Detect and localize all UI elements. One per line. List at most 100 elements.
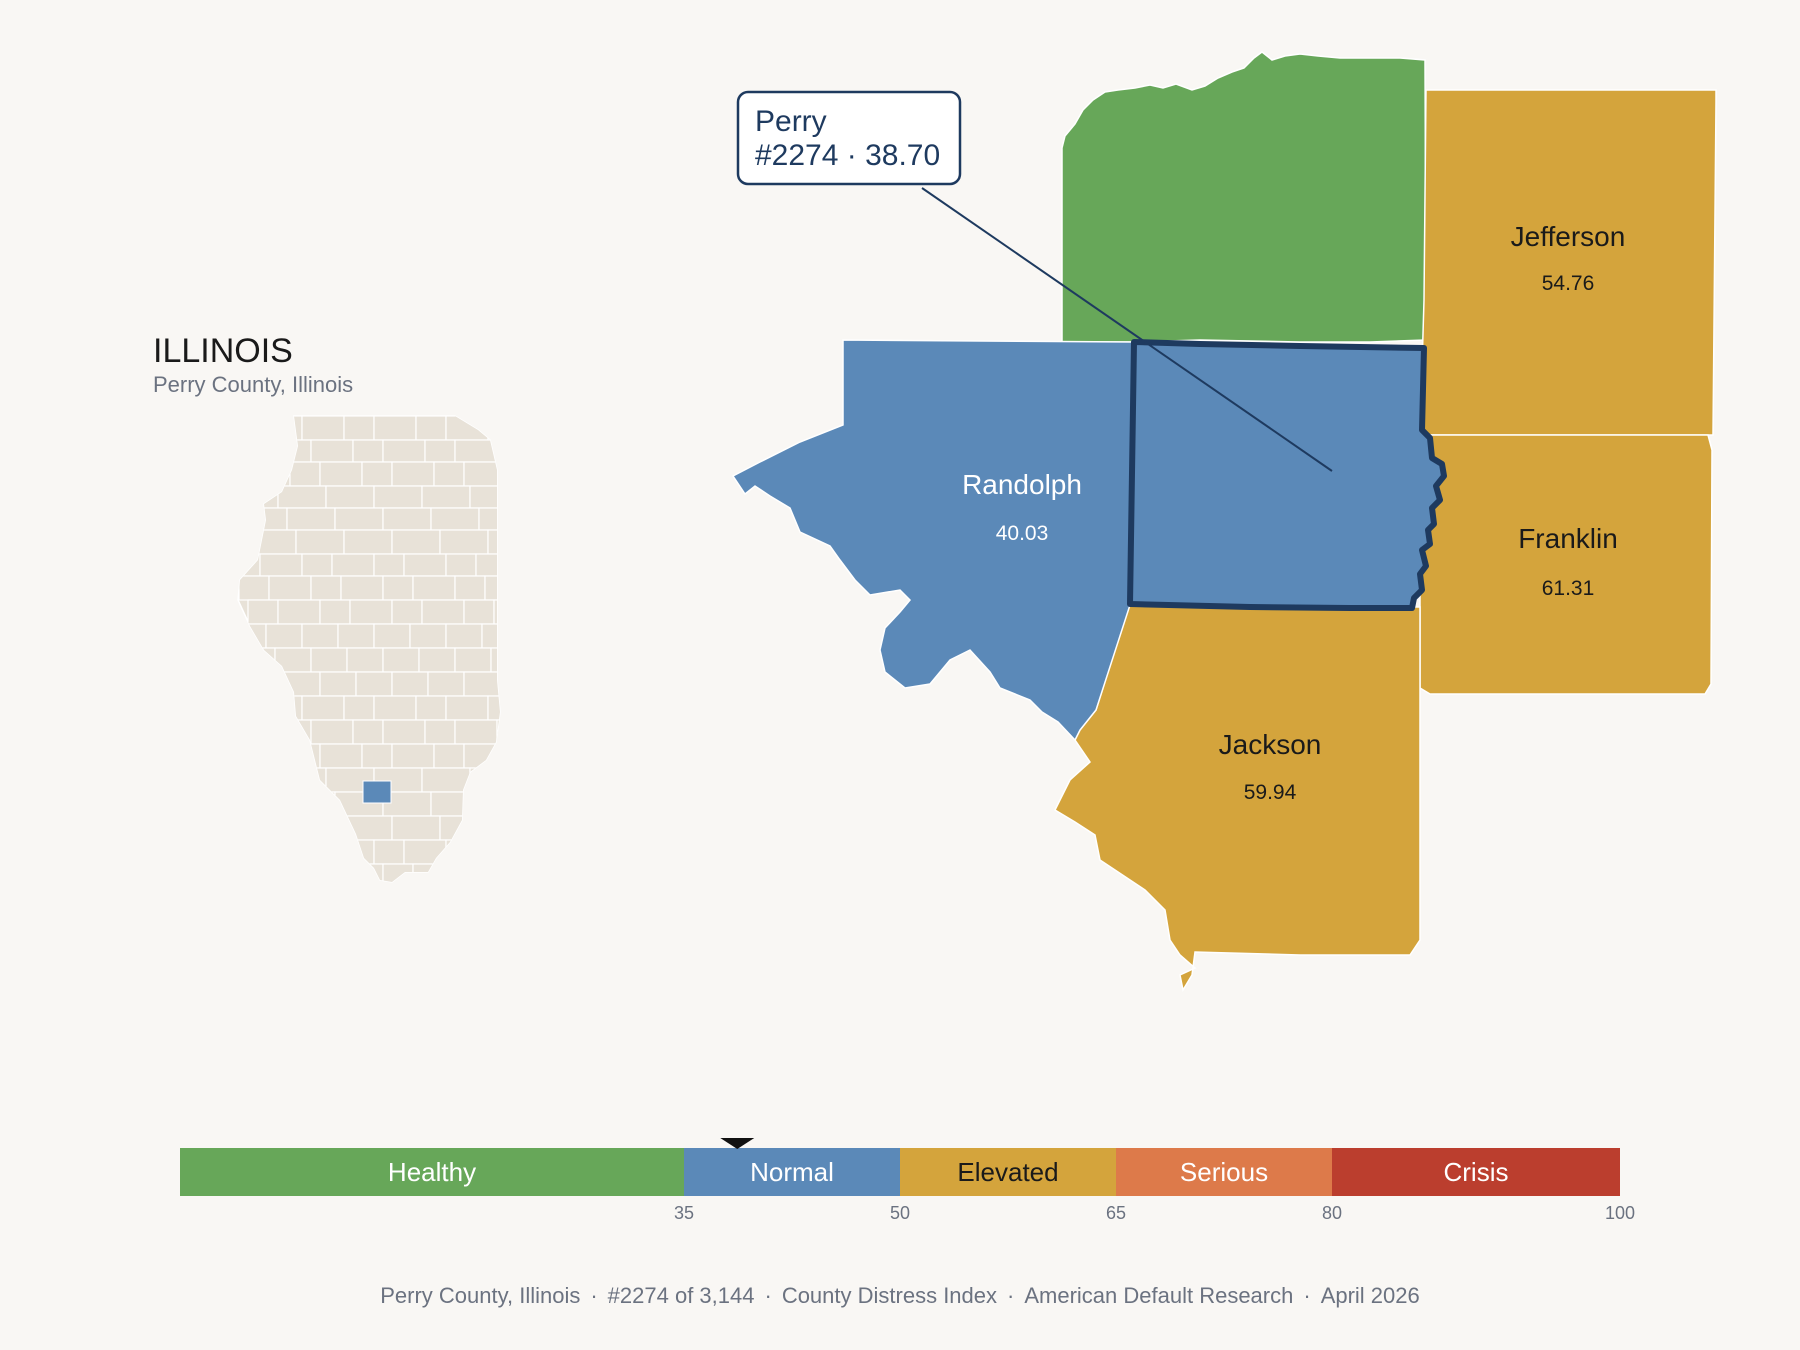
locator-county-cell bbox=[301, 416, 345, 441]
regional-map: Jefferson 54.76 Franklin 61.31 Randolph … bbox=[731, 51, 1717, 993]
locator-county-cell bbox=[310, 863, 342, 882]
locator-county-cell bbox=[496, 439, 500, 463]
scale-band-label-serious: Serious bbox=[1180, 1157, 1268, 1187]
scale-band-label-elevated: Elevated bbox=[957, 1157, 1058, 1187]
locator-county-cell bbox=[238, 416, 273, 441]
locator-county-cell bbox=[382, 575, 414, 601]
locator-county-cell bbox=[238, 767, 279, 793]
locator-county-cell bbox=[277, 485, 327, 509]
locator-county-cell bbox=[412, 863, 456, 882]
locator-county-cell bbox=[382, 719, 426, 745]
locator-county-cell bbox=[301, 839, 333, 865]
locator-county-cell bbox=[463, 461, 500, 487]
locator-county-cell bbox=[421, 767, 471, 793]
locator-county-cell bbox=[310, 719, 354, 745]
locator-county-cell bbox=[343, 815, 393, 841]
locator-county-cell bbox=[238, 553, 261, 577]
footer-item: April 2026 bbox=[1320, 1283, 1420, 1308]
county-jackson[interactable] bbox=[1054, 604, 1421, 993]
locator-county-cell bbox=[496, 719, 500, 745]
locator-county-cell bbox=[478, 507, 500, 531]
locator-county-cell bbox=[373, 623, 411, 649]
locator-county-cell bbox=[349, 599, 393, 625]
county-jefferson[interactable] bbox=[1419, 89, 1717, 436]
locator-county-cell bbox=[490, 647, 500, 673]
locator-county-cell bbox=[340, 863, 384, 882]
locator-county-cell bbox=[238, 647, 276, 673]
footer-item: Perry County, Illinois bbox=[380, 1283, 581, 1308]
scale-band-elevated bbox=[900, 1148, 1116, 1196]
locator-county-cell bbox=[445, 839, 477, 865]
county-perry[interactable] bbox=[1127, 339, 1447, 611]
locator-county-cell bbox=[343, 695, 375, 721]
locator-county-cell bbox=[487, 416, 500, 441]
county-randolph[interactable] bbox=[731, 339, 1135, 742]
locator-county-cell bbox=[286, 791, 336, 817]
locator-county-cell bbox=[418, 647, 456, 673]
locator-county-cell bbox=[286, 507, 336, 531]
locator-county-cell bbox=[247, 671, 285, 697]
scale-tick-label: 65 bbox=[1106, 1203, 1126, 1223]
locator-county-cell bbox=[424, 719, 456, 745]
locator-county-cell bbox=[391, 529, 441, 555]
locator-county-cell bbox=[247, 529, 297, 555]
locator-county-cell bbox=[295, 815, 345, 841]
locator-county-cell bbox=[391, 599, 423, 625]
county-label-randolph: Randolph bbox=[962, 469, 1082, 500]
locator-county-cell bbox=[484, 863, 500, 882]
county-value-randolph: 40.03 bbox=[996, 522, 1049, 545]
county-label-franklin: Franklin bbox=[1518, 523, 1618, 554]
county-value-jefferson: 54.76 bbox=[1542, 272, 1595, 295]
locator-county-cell bbox=[346, 647, 384, 673]
locator-county-cell bbox=[415, 416, 447, 441]
locator-county-cell bbox=[391, 815, 441, 841]
locator-county-cell bbox=[259, 553, 303, 577]
locator-county-cell bbox=[487, 815, 500, 841]
locator-county-cell bbox=[373, 839, 405, 865]
locator-county-cell bbox=[412, 575, 456, 601]
locator-county-cell bbox=[301, 623, 339, 649]
locator-county-cell bbox=[415, 695, 447, 721]
locator-county-cell bbox=[268, 863, 312, 882]
locator-county-cell bbox=[289, 461, 321, 487]
locator-county-cell bbox=[247, 815, 297, 841]
locator-county-cell bbox=[271, 416, 303, 441]
locator-county-cell bbox=[271, 695, 303, 721]
locator-county-cell bbox=[352, 719, 384, 745]
scale-tick-label: 35 bbox=[674, 1203, 694, 1223]
scale-band-crisis bbox=[1332, 1148, 1620, 1196]
locator-county-cell bbox=[331, 839, 375, 865]
locator-county-cell bbox=[361, 461, 393, 487]
distress-scale: Healthy Normal Elevated Serious Crisis 35 50 65… bbox=[180, 1138, 1635, 1223]
locator-county-cell bbox=[238, 791, 288, 817]
locator-county-cell bbox=[445, 553, 477, 577]
locator-county-cell bbox=[445, 695, 489, 721]
locator-county-cell bbox=[277, 599, 321, 625]
locator-county-cell bbox=[238, 485, 279, 509]
locator-county-cell bbox=[478, 791, 500, 817]
locator-county-cell bbox=[403, 553, 447, 577]
footer: Perry County, Illinois · #2274 of 3,144 · Co… bbox=[0, 1283, 1800, 1309]
locator-county-cell bbox=[475, 839, 500, 865]
locator-county-cell bbox=[319, 671, 357, 697]
locator-county-cell bbox=[487, 529, 500, 555]
locator-county-cell bbox=[430, 507, 480, 531]
locator-county-cell bbox=[382, 439, 426, 463]
county-washington[interactable] bbox=[1061, 51, 1427, 343]
footer-item: American Default Research bbox=[1024, 1283, 1294, 1308]
locator-county-cell bbox=[343, 416, 375, 441]
locator-county-cell bbox=[331, 553, 375, 577]
locator-county-cell bbox=[421, 599, 465, 625]
locator-county-cell bbox=[373, 695, 417, 721]
locator-county-cell bbox=[310, 439, 354, 463]
locator-map bbox=[237, 415, 501, 883]
locator-county-cell bbox=[382, 863, 414, 882]
locator-county-cell bbox=[268, 575, 312, 601]
locator-county-cell bbox=[238, 863, 270, 882]
locator-county-cell bbox=[433, 743, 465, 769]
locator-county-cell bbox=[433, 461, 465, 487]
locator-county-cell bbox=[247, 461, 291, 487]
county-franklin[interactable] bbox=[1419, 434, 1713, 695]
locator-county-cell bbox=[355, 671, 393, 697]
locator-county-cell bbox=[334, 507, 384, 531]
